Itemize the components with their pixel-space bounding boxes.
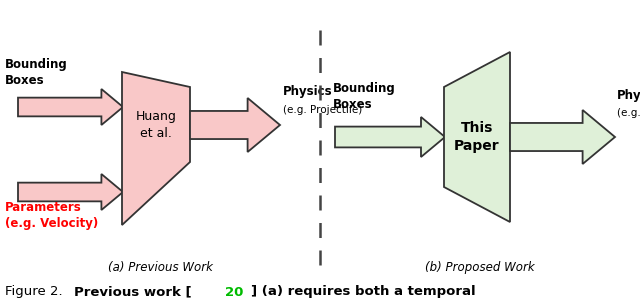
Text: Bounding
Boxes: Bounding Boxes — [333, 82, 396, 110]
Text: Figure 2.: Figure 2. — [5, 286, 63, 298]
Polygon shape — [18, 89, 123, 125]
Polygon shape — [190, 98, 280, 152]
Text: Huang
et al.: Huang et al. — [136, 110, 177, 140]
Polygon shape — [335, 117, 445, 157]
Text: (b) Proposed Work: (b) Proposed Work — [425, 262, 535, 275]
Text: Previous work [: Previous work [ — [74, 286, 191, 298]
Text: (a) Previous Work: (a) Previous Work — [108, 262, 212, 275]
Text: Physics: Physics — [617, 88, 640, 101]
Polygon shape — [510, 110, 615, 164]
Text: Bounding
Boxes: Bounding Boxes — [5, 58, 68, 86]
Polygon shape — [18, 174, 123, 210]
Text: (e.g. Projectile): (e.g. Projectile) — [617, 108, 640, 118]
Text: This
Paper: This Paper — [454, 121, 500, 153]
Text: Physics: Physics — [283, 85, 333, 98]
Polygon shape — [444, 52, 510, 222]
Polygon shape — [122, 72, 190, 225]
Text: (e.g. Projectile): (e.g. Projectile) — [283, 105, 362, 115]
Text: Parameters
(e.g. Velocity): Parameters (e.g. Velocity) — [5, 201, 99, 230]
Text: ] (a) requires both a temporal: ] (a) requires both a temporal — [251, 286, 476, 298]
Text: 20: 20 — [225, 286, 244, 298]
